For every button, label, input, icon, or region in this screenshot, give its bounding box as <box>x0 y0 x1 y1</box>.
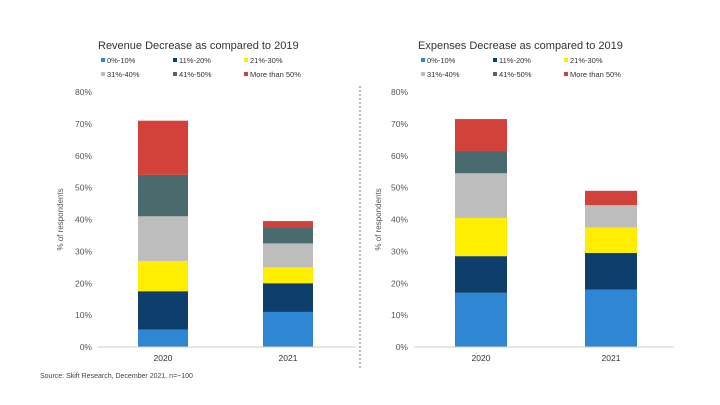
chart-2-legend-swatch-0pct-10pct <box>421 58 425 62</box>
chart-1-legend-swatch-41pct-50pct <box>173 72 177 76</box>
chart-2-bar-2021-11pct-20pct <box>585 252 637 290</box>
chart-1-bar-2021-41pct-50pct <box>263 227 313 244</box>
chart-1-y-tick-label: 70% <box>75 119 92 129</box>
chart-2-y-tick-label: 80% <box>391 87 408 97</box>
chart-1-x-tick-label-2020: 2020 <box>154 353 173 363</box>
chart-2-legend-label-11pct-20pct: 11%-20% <box>499 56 531 65</box>
chart-1-legend-label-more-than-50pct: More than 50% <box>250 70 301 79</box>
chart-2-x-tick-label-2021: 2021 <box>602 353 621 363</box>
chart-2-title: Expenses Decrease as compared to 2019 <box>418 40 623 52</box>
chart-1-legend-label-0pct-10pct: 0%-10% <box>107 56 136 65</box>
chart-1-legend-swatch-more-than-50pct <box>244 72 248 76</box>
chart-2-bar-2020-21pct-30pct <box>455 217 507 257</box>
chart-2-bar-2021-21pct-30pct <box>585 227 637 253</box>
chart-1-bar-2020-21pct-30pct <box>138 260 188 292</box>
chart-2-y-tick-label: 70% <box>391 119 408 129</box>
chart-2-bar-2020-31pct-40pct <box>455 173 507 218</box>
chart-2-legend-swatch-11pct-20pct <box>493 58 497 62</box>
chart-1-bar-2021-more-than-50pct <box>263 221 313 228</box>
chart-1-title: Revenue Decrease as compared to 2019 <box>98 40 299 52</box>
chart-1-y-tick-label: 30% <box>75 246 92 256</box>
chart-2-legend-label-31pct-40pct: 31%-40% <box>427 70 460 79</box>
chart-1-y-tick-label: 20% <box>75 278 92 288</box>
chart-2-y-tick-label: 0% <box>396 342 409 352</box>
chart-1-legend-swatch-11pct-20pct <box>173 58 177 62</box>
chart-1-bar-2020-31pct-40pct <box>138 216 188 261</box>
chart-1-bar-2021-11pct-20pct <box>263 283 313 312</box>
chart-1-bar-2021-31pct-40pct <box>263 243 313 268</box>
chart-2-bar-2020-0pct-10pct <box>455 292 507 347</box>
chart-2-legend-label-21pct-30pct: 21%-30% <box>570 56 603 65</box>
chart-2-legend-swatch-21pct-30pct <box>564 58 568 62</box>
chart-2-bar-2020-more-than-50pct <box>455 119 507 151</box>
chart-2-legend-swatch-41pct-50pct <box>493 72 497 76</box>
chart-2-bar-2021-31pct-40pct <box>585 205 637 228</box>
chart-1-bar-2020-more-than-50pct <box>138 120 188 175</box>
chart-1-y-tick-label: 80% <box>75 87 92 97</box>
chart-2-bar-2020-11pct-20pct <box>455 256 507 293</box>
chart-1-legend-swatch-21pct-30pct <box>244 58 248 62</box>
chart-2-y-tick-label: 50% <box>391 183 408 193</box>
chart-2-y-tick-label: 20% <box>391 278 408 288</box>
chart-1-legend-label-41pct-50pct: 41%-50% <box>179 70 212 79</box>
chart-1-legend-label-21pct-30pct: 21%-30% <box>250 56 283 65</box>
chart-1-legend-swatch-0pct-10pct <box>101 58 105 62</box>
chart-2-y-tick-label: 40% <box>391 215 408 225</box>
chart-2-legend-label-41pct-50pct: 41%-50% <box>499 70 532 79</box>
chart-2-y-tick-label: 60% <box>391 151 408 161</box>
chart-1-legend-label-31pct-40pct: 31%-40% <box>107 70 140 79</box>
chart-1-y-tick-label: 10% <box>75 310 92 320</box>
chart-2-bar-2021-more-than-50pct <box>585 190 637 206</box>
chart-2-bar-2020-41pct-50pct <box>455 150 507 174</box>
chart-1-y-tick-label: 0% <box>80 342 93 352</box>
source-note: Source: Skift Research, December 2021. n… <box>40 373 193 380</box>
chart-2-y-tick-label: 30% <box>391 246 408 256</box>
chart-1-y-tick-label: 40% <box>75 215 92 225</box>
chart-1-bar-2020-11pct-20pct <box>138 291 188 330</box>
chart-1-y-tick-label: 60% <box>75 151 92 161</box>
chart-2-legend-swatch-31pct-40pct <box>421 72 425 76</box>
chart-1-bar-2020-0pct-10pct <box>138 329 188 347</box>
chart-2-legend-label-more-than-50pct: More than 50% <box>570 70 621 79</box>
chart-1-x-tick-label-2021: 2021 <box>279 353 298 363</box>
chart-1-y-tick-label: 50% <box>75 183 92 193</box>
chart-2-legend-label-0pct-10pct: 0%-10% <box>427 56 456 65</box>
chart-2-y-axis-title: % of respondents <box>374 188 383 250</box>
chart-1-bar-2021-21pct-30pct <box>263 267 313 284</box>
chart-1-legend-label-11pct-20pct: 11%-20% <box>179 56 211 65</box>
chart-2-bar-2021-0pct-10pct <box>585 289 637 347</box>
chart-1-legend-swatch-31pct-40pct <box>101 72 105 76</box>
chart-2-legend-swatch-more-than-50pct <box>564 72 568 76</box>
chart-2-x-tick-label-2020: 2020 <box>472 353 491 363</box>
chart-2-y-tick-label: 10% <box>391 310 408 320</box>
chart-1-bar-2021-0pct-10pct <box>263 311 313 347</box>
chart-1-y-axis-title: % of respondents <box>56 188 65 250</box>
chart-1-bar-2020-41pct-50pct <box>138 174 188 217</box>
